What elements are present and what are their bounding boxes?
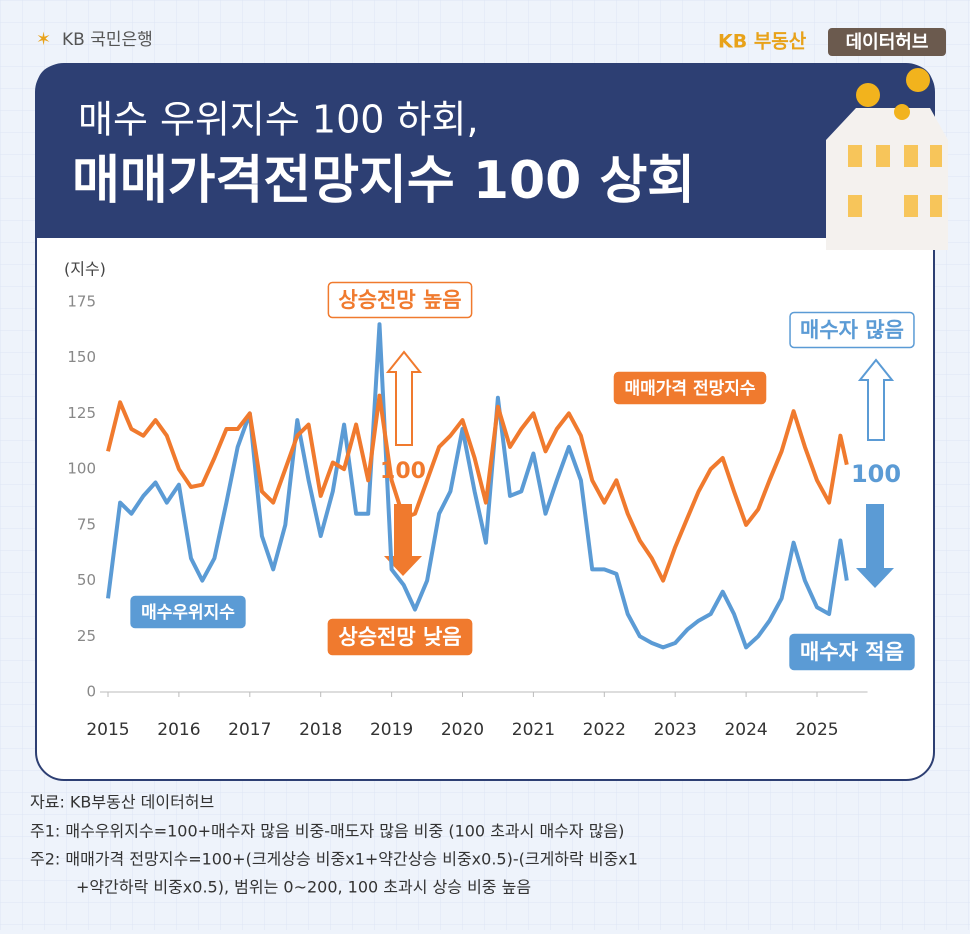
legend-label: 매매가격 전망지수 (624, 379, 755, 399)
x-tick-label: 2017 (228, 720, 271, 740)
x-tick-label: 2023 (654, 720, 697, 740)
y-tick-label: 75 (77, 515, 96, 533)
y-tick-label: 50 (77, 571, 96, 589)
bank-name: KB 국민은행 (62, 30, 153, 50)
x-tick-label: 2022 (583, 720, 626, 740)
annotation: 100 (851, 460, 901, 488)
note: 주1: 매수우위지수=100+매수자 많음 비중-매도자 많음 비중 (100 … (30, 822, 624, 841)
annotation: 상승전망 낮음 (338, 625, 461, 649)
title-line-1: 매수 우위지수 100 하회, (78, 98, 479, 142)
y-tick-label: 175 (67, 293, 96, 311)
annotation: 100 (380, 459, 426, 484)
annotation-box (327, 618, 473, 656)
brand: KB 부동산 (718, 31, 807, 53)
x-tick-label: 2024 (724, 720, 767, 740)
title-line-2: 매매가격전망지수 100 상회 (72, 151, 695, 211)
y-tick-label: 0 (86, 683, 96, 701)
legend-label: 매수우위지수 (141, 603, 235, 623)
source: 자료: KB부동산 데이터허브 (30, 793, 214, 812)
x-tick-label: 2019 (370, 720, 413, 740)
x-tick-label: 2021 (512, 720, 555, 740)
y-tick-label: 100 (67, 460, 96, 478)
annotation: 매수자 많음 (800, 318, 904, 342)
x-tick-label: 2025 (795, 720, 838, 740)
y-axis-label: (지수) (64, 260, 106, 279)
bank-icon: ✶ (36, 29, 51, 50)
y-tick-label: 150 (67, 348, 96, 366)
annotation: 매수자 적음 (800, 640, 904, 664)
note: +약간하락 비중x0.5), 범위는 0~200, 100 초과시 상승 비중 … (76, 878, 531, 897)
note: 주2: 매매가격 전망지수=100+(크게상승 비중x1+약간상승 비중x0.5… (30, 850, 638, 869)
annotation-box (789, 311, 915, 349)
y-tick-label: 25 (77, 627, 96, 645)
down-arrow-blue (856, 504, 894, 588)
series-line (106, 393, 849, 583)
x-tick-label: 2018 (299, 720, 342, 740)
annotation: 상승전망 높음 (338, 288, 461, 312)
x-tick-label: 2016 (157, 720, 200, 740)
hub-label: 데이터허브 (846, 32, 929, 53)
up-arrow-orange (385, 350, 423, 446)
legend-label-box (613, 371, 767, 405)
down-arrow-orange (384, 504, 422, 576)
legend-label-box (130, 595, 246, 629)
annotation-box (789, 633, 915, 671)
x-tick-label: 2015 (86, 720, 129, 740)
series-line (106, 322, 849, 650)
up-arrow-blue (857, 358, 895, 441)
x-tick-label: 2020 (441, 720, 484, 740)
y-tick-label: 125 (67, 404, 96, 422)
annotation-box (327, 281, 473, 319)
header-band (36, 64, 934, 238)
hub-badge (828, 28, 946, 56)
building-icon (826, 68, 948, 250)
